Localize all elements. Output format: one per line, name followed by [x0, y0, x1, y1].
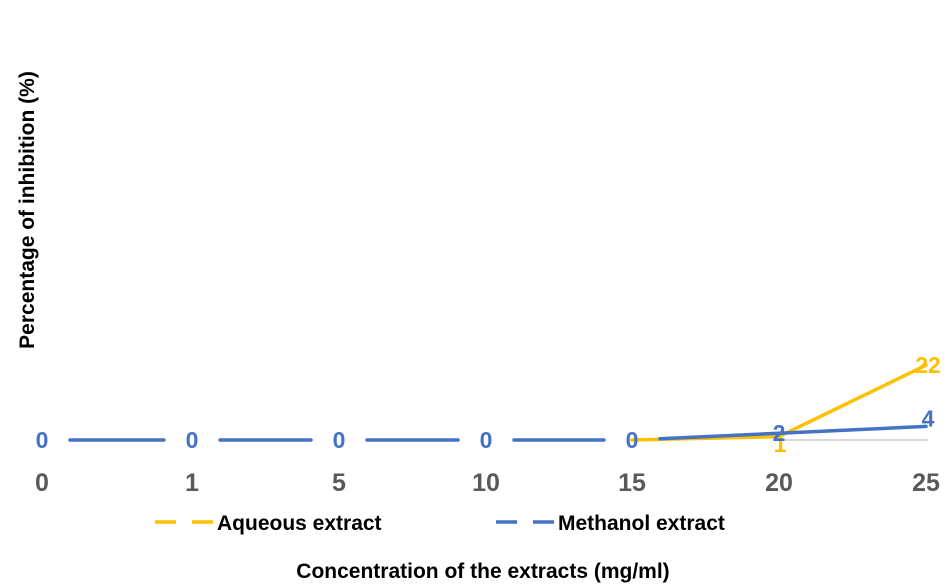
legend: Aqueous extract Methanol extract — [155, 512, 725, 535]
x-tick-label: 10 — [472, 469, 500, 497]
series-line-segment — [658, 431, 781, 441]
x-tick-label: 0 — [35, 469, 49, 497]
y-axis-title: Percentage of inhibition (%) — [16, 71, 39, 349]
data-label-layer: 1 22 0 0 0 0 0 2 4 — [36, 352, 941, 457]
data-label: 0 — [333, 427, 346, 453]
data-label: 1 — [774, 431, 787, 457]
legend-label: Aqueous extract — [217, 512, 382, 535]
x-tick-label: 5 — [332, 469, 346, 497]
series-layer — [68, 363, 928, 442]
legend-label: Methanol extract — [558, 512, 725, 535]
data-label: 2 — [773, 420, 786, 446]
x-axis-title: Concentration of the extracts (mg/ml) — [296, 560, 669, 583]
x-tick-label: 25 — [912, 469, 940, 497]
data-label: 0 — [626, 427, 639, 453]
data-label: 0 — [186, 427, 199, 453]
data-label: 0 — [36, 427, 49, 453]
x-tick-label: 15 — [618, 469, 646, 497]
x-tick-label: 1 — [185, 469, 199, 497]
data-label: 4 — [922, 405, 935, 431]
data-label: 0 — [480, 427, 493, 453]
series-line-segment — [777, 363, 928, 439]
data-label: 22 — [915, 352, 941, 378]
series-line-segment — [777, 424, 928, 435]
x-tick-layer: 0 1 5 10 15 20 25 — [35, 469, 940, 497]
x-tick-label: 20 — [765, 469, 793, 497]
